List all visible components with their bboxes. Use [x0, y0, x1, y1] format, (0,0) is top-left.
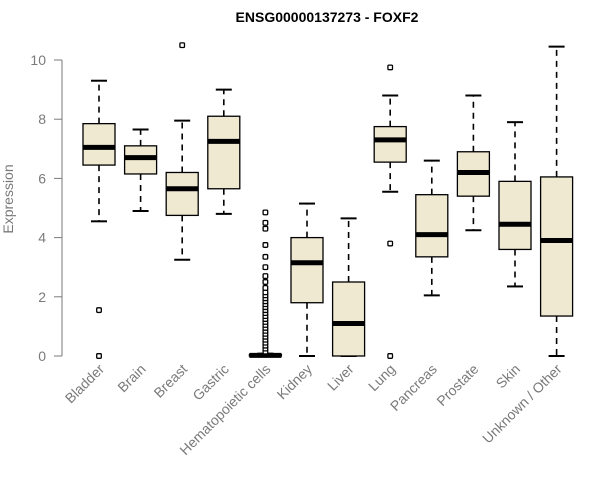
- x-tick-label: Unknown / Other: [479, 361, 565, 447]
- x-tick-label: Skin: [493, 361, 524, 392]
- y-axis-label: Expression: [0, 164, 16, 233]
- box-liver: [331, 217, 366, 357]
- x-tick-label: Liver: [324, 361, 357, 394]
- y-tick-label: 0: [38, 348, 46, 364]
- outlier-point: [262, 209, 269, 216]
- outlier-point: [179, 42, 186, 49]
- iqr-box: [415, 194, 449, 258]
- iqr-box: [82, 122, 116, 166]
- iqr-box: [207, 115, 241, 190]
- outlier-point: [387, 240, 394, 247]
- outlier-point: [262, 219, 269, 226]
- x-tick-label: Brain: [114, 361, 148, 395]
- box-unknown-other: [539, 45, 574, 357]
- x-tick-label: Lung: [365, 361, 398, 394]
- box-brain: [123, 128, 158, 212]
- outlier-point: [262, 273, 269, 280]
- outlier-point: [96, 307, 102, 314]
- x-tick-label: Breast: [150, 361, 190, 401]
- iqr-box: [165, 171, 199, 217]
- box-breast: [165, 42, 199, 261]
- outlier-point: [262, 242, 269, 248]
- iqr-box: [539, 176, 574, 317]
- x-tick-label: Bladder: [62, 361, 108, 407]
- iqr-box: [373, 125, 407, 163]
- y-tick-label: 8: [38, 111, 46, 127]
- box-skin: [498, 121, 532, 288]
- outlier-point: [262, 253, 269, 260]
- y-tick-label: 6: [38, 170, 46, 186]
- boxes-group: [82, 42, 574, 359]
- outlier-point: [262, 284, 269, 291]
- outlier-point: [262, 264, 269, 271]
- box-bladder: [82, 79, 116, 359]
- outlier-point: [262, 225, 269, 232]
- outlier-point: [387, 353, 394, 359]
- y-tick-label: 4: [38, 230, 46, 246]
- box-gastric: [207, 88, 241, 215]
- y-tick-label: 10: [30, 52, 46, 68]
- box-hematopoietic-cells: [248, 209, 283, 358]
- x-tick-label: Prostate: [433, 361, 481, 409]
- iqr-box: [331, 281, 366, 357]
- y-axis-ticks: 0 2 4 6 8 10: [30, 52, 62, 364]
- iqr-box: [290, 236, 324, 304]
- box-prostate: [456, 94, 491, 232]
- outlier-point: [96, 353, 102, 359]
- box-lung: [373, 64, 407, 359]
- outlier-point: [262, 279, 269, 285]
- box-kidney: [290, 202, 324, 357]
- box-pancreas: [415, 159, 449, 297]
- y-tick-label: 2: [38, 289, 46, 305]
- iqr-box: [498, 180, 532, 251]
- x-tick-label: Kidney: [274, 361, 316, 403]
- outlier-point: [387, 64, 394, 71]
- chart-title: ENSG00000137273 - FOXF2: [236, 9, 419, 25]
